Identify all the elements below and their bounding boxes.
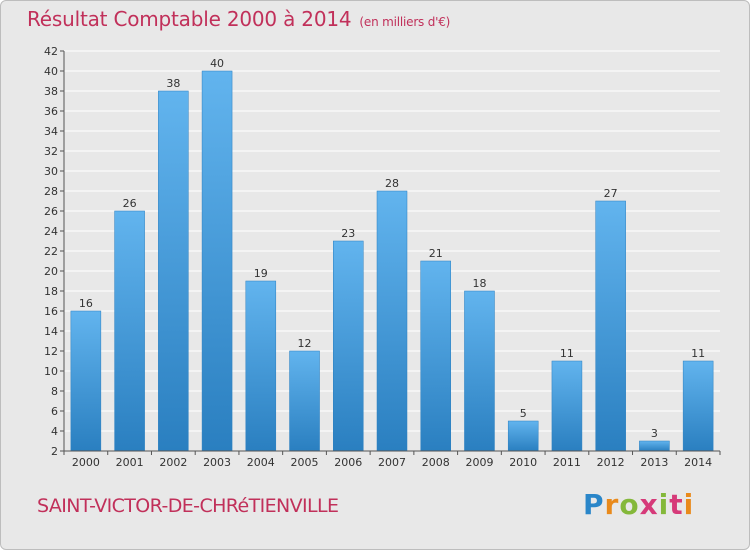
value-label: 5 xyxy=(520,407,527,420)
x-tick-label: 2000 xyxy=(72,456,100,469)
value-label: 26 xyxy=(123,197,137,210)
x-tick-label: 2006 xyxy=(334,456,362,469)
y-tick-label: 28 xyxy=(44,185,58,198)
y-tick-label: 2 xyxy=(51,445,58,458)
bar xyxy=(464,290,495,452)
y-tick-label: 4 xyxy=(51,425,58,438)
x-tick-label: 2014 xyxy=(684,456,712,469)
value-label: 38 xyxy=(166,77,180,90)
bar xyxy=(70,310,102,452)
y-tick-label: 36 xyxy=(44,105,58,118)
y-tick-label: 30 xyxy=(44,165,58,178)
y-tick-label: 32 xyxy=(44,145,58,158)
y-tick-label: 26 xyxy=(44,205,58,218)
chart-title: Résultat Comptable 2000 à 2014 (en millie… xyxy=(27,7,450,31)
logo-letter: r xyxy=(604,488,620,521)
bar xyxy=(201,70,233,452)
bar xyxy=(158,90,189,452)
bar xyxy=(682,360,714,452)
value-label: 27 xyxy=(604,187,618,200)
x-tick-label: 2011 xyxy=(553,456,581,469)
bar xyxy=(114,210,145,452)
y-tick-label: 10 xyxy=(44,365,58,378)
x-tick-label: 2010 xyxy=(509,456,537,469)
value-label: 40 xyxy=(210,57,224,70)
y-tick-label: 6 xyxy=(51,405,58,418)
y-tick-label: 12 xyxy=(44,345,58,358)
bar xyxy=(245,280,277,452)
value-label: 18 xyxy=(472,277,486,290)
logo-letter: P xyxy=(583,488,605,521)
x-tick-label: 2001 xyxy=(116,456,144,469)
x-tick-label: 2012 xyxy=(597,456,625,469)
value-label: 19 xyxy=(254,267,268,280)
logo-letter: i xyxy=(683,488,695,521)
bar xyxy=(376,190,408,452)
y-tick-label: 20 xyxy=(44,265,58,278)
value-label: 11 xyxy=(691,347,705,360)
value-label: 28 xyxy=(385,177,399,190)
x-tick-label: 2004 xyxy=(247,456,275,469)
x-tick-label: 2009 xyxy=(465,456,493,469)
logo-letter: i xyxy=(658,488,670,521)
value-labels: 16 26 38 40 19 12 23 28 21 18 5 11 27 3 11 xyxy=(79,57,705,440)
place-name: SAINT-VICTOR-DE-CHRéTIENVILLE xyxy=(37,495,339,517)
title-text: Résultat Comptable 2000 à 2014 xyxy=(27,7,352,31)
bar xyxy=(551,360,583,452)
y-tick-label: 8 xyxy=(51,385,58,398)
x-tick-label: 2002 xyxy=(159,456,187,469)
bars xyxy=(70,70,714,452)
value-label: 12 xyxy=(298,337,312,350)
x-axis: 2000 2001 2002 2003 2004 2005 2006 2007 2008 2009… xyxy=(63,450,721,469)
y-tick-label: 24 xyxy=(44,225,58,238)
y-tick-label: 14 xyxy=(44,325,58,338)
x-tick-label: 2013 xyxy=(640,456,668,469)
logo-letter: t xyxy=(669,488,684,521)
bar xyxy=(639,440,670,452)
x-tick-label: 2008 xyxy=(422,456,450,469)
x-tick-label: 2003 xyxy=(203,456,231,469)
y-tick-label: 42 xyxy=(44,45,58,58)
bar xyxy=(595,200,626,452)
value-label: 3 xyxy=(651,427,658,440)
x-tick-label: 2005 xyxy=(291,456,319,469)
chart-subtitle: (en milliers d'€) xyxy=(359,15,451,29)
y-tick-label: 38 xyxy=(44,85,58,98)
bar xyxy=(420,260,451,452)
bar xyxy=(289,350,320,452)
value-label: 11 xyxy=(560,347,574,360)
y-tick-label: 34 xyxy=(44,125,58,138)
logo-letter: o xyxy=(619,488,640,521)
y-tick-label: 22 xyxy=(44,245,58,258)
x-tick-label: 2007 xyxy=(378,456,406,469)
y-tick-label: 18 xyxy=(44,285,58,298)
bar xyxy=(507,420,539,452)
logo-letter: x xyxy=(639,488,659,521)
value-label: 21 xyxy=(429,247,443,260)
y-tick-label: 16 xyxy=(44,305,58,318)
bar xyxy=(333,240,364,452)
proxiti-logo[interactable]: Proxiti xyxy=(583,488,694,521)
y-tick-label: 40 xyxy=(44,65,58,78)
value-label: 16 xyxy=(79,297,93,310)
value-label: 23 xyxy=(341,227,355,240)
